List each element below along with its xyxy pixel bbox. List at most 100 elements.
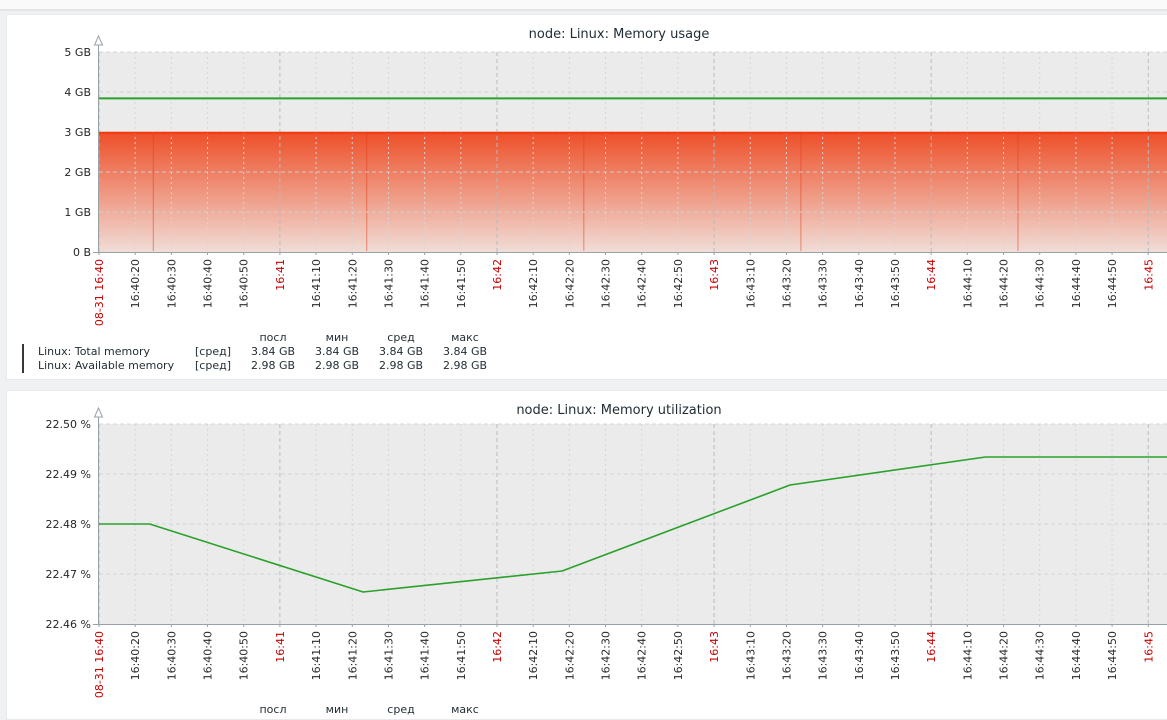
legend-series-label: Linux: Available memory	[38, 359, 175, 372]
legend-stat-value: 2.98 GB	[378, 359, 424, 372]
x-axis-label: 16:43	[708, 631, 721, 663]
x-axis-label: 16:44	[925, 631, 938, 663]
x-axis-label: 16:43:40	[853, 631, 866, 680]
x-axis-label: 16:42:40	[636, 259, 649, 308]
x-axis-label: 16:43:20	[780, 259, 793, 308]
legend-stat-value: 2.98 GB	[314, 359, 360, 372]
x-axis-label: 16:40:20	[129, 259, 142, 308]
x-axis-label: 16:40:20	[129, 631, 142, 680]
y-axis-label: 22.49 %	[46, 468, 91, 481]
x-axis-label: 16:41:40	[419, 631, 432, 680]
x-axis-label: 16:41	[274, 259, 287, 291]
x-axis-label: 16:41:40	[419, 259, 432, 308]
x-axis-label: 16:41:30	[382, 259, 395, 308]
y-axis-arrow-icon	[93, 406, 104, 418]
y-axis-label: 0 B	[73, 246, 91, 259]
memory-usage-graph-panel: 5 GB 4 GB 3 GB 2 GB 1 GB 0 B 08-31 16:40 16:40:…	[6, 14, 1167, 380]
y-axis-label: 22.50 %	[46, 418, 91, 431]
x-axis-label: 16:41:10	[310, 259, 323, 308]
y-axis-label: 5 GB	[64, 46, 91, 59]
legend-header: макс	[451, 331, 479, 344]
x-axis-label: 16:43:10	[744, 259, 757, 308]
x-axis-label: 16:42:40	[636, 631, 649, 680]
x-axis-label: 16:44:10	[961, 259, 974, 308]
x-axis-label: 16:44:30	[1034, 631, 1047, 680]
legend-stat-value: 3.84 GB	[314, 345, 360, 358]
x-axis-label: 16:41:10	[310, 631, 323, 680]
legend-header: посл	[259, 331, 287, 344]
legend-header: посл	[259, 703, 287, 716]
memory-usage-legend: посл мин сред макс Linux: Total memory [сред]…	[22, 331, 497, 373]
y-axis-label: 22.48 %	[46, 518, 91, 531]
x-axis-label: 16:41:30	[382, 631, 395, 680]
x-axis-label: 16:44:50	[1106, 631, 1119, 680]
legend-header-row: посл мин сред макс	[22, 703, 497, 717]
memory-usage-graph-canvas[interactable]: 5 GB 4 GB 3 GB 2 GB 1 GB 0 B08-31 16:40 16:40:…	[7, 15, 1167, 327]
legend-row: Linux: Available memory [сред] 2.98 GB 2.98…	[22, 358, 497, 373]
legend-color-swatch	[22, 358, 24, 373]
x-axis-label: 16:43:40	[853, 259, 866, 308]
legend-row: Linux: Total memory [сред] 3.84 GB 3.84 GB 3…	[22, 344, 497, 359]
legend-header-row: посл мин сред макс	[22, 331, 497, 345]
x-axis-label: 16:44:20	[998, 259, 1011, 308]
x-axis-label: 16:43:50	[889, 631, 902, 680]
x-axis-label: 16:42:20	[563, 259, 576, 308]
memory-utilization-line	[99, 456, 1167, 593]
x-axis-label: 08-31 16:40	[93, 259, 106, 326]
legend-stat-value: 3.84 GB	[442, 345, 488, 358]
y-axis-label: 1 GB	[64, 206, 91, 219]
x-axis-label: 16:41:50	[455, 631, 468, 680]
legend-header: мин	[325, 703, 349, 716]
x-axis-label: 08-31 16:40	[93, 631, 106, 698]
y-axis-arrow-icon	[93, 34, 104, 46]
legend-header: сред	[387, 331, 415, 344]
x-axis-label: 16:43:50	[889, 259, 902, 308]
legend-function: [сред]	[195, 359, 231, 372]
y-axis-label: 4 GB	[64, 86, 91, 99]
x-axis-label: 16:41	[274, 631, 287, 663]
x-axis-label: 16:40:30	[165, 631, 178, 680]
y-axis-label: 22.46 %	[46, 618, 91, 631]
memory-usage-graph-title: node: Linux: Memory usage	[528, 27, 710, 42]
x-axis-label: 16:42	[491, 259, 504, 291]
x-axis-label: 16:40:50	[238, 631, 251, 680]
x-axis-label: 16:43:20	[780, 631, 793, 680]
x-axis-label: 16:42:10	[527, 631, 540, 680]
x-axis-label: 16:43:30	[817, 631, 830, 680]
memory-utilization-graph-canvas[interactable]: 22.50 % 22.49 % 22.48 % 22.47 % 22.46 %08-31…	[7, 391, 1167, 712]
x-axis-label: 16:40:40	[202, 631, 215, 680]
x-axis-label: 16:43	[708, 259, 721, 291]
memory-utilization-graph-title: node: Linux: Memory utilization	[516, 403, 722, 418]
x-axis-label: 16:44:40	[1070, 259, 1083, 308]
x-axis-label: 16:44:30	[1034, 259, 1047, 308]
x-axis-label: 16:40:40	[202, 259, 215, 308]
x-axis-label: 16:45	[1142, 631, 1155, 663]
legend-stat-value: 2.98 GB	[250, 359, 296, 372]
legend-stat-value: 3.84 GB	[378, 345, 424, 358]
x-axis-label: 16:42:50	[672, 631, 685, 680]
x-axis-label: 16:44	[925, 259, 938, 291]
legend-stat-value: 2.98 GB	[442, 359, 488, 372]
x-axis-label: 16:41:20	[346, 631, 359, 680]
x-axis-label: 16:44:10	[961, 631, 974, 680]
x-axis-label: 16:45	[1142, 259, 1155, 291]
legend-color-swatch	[22, 344, 24, 359]
memory-utilization-graph-panel: 22.50 % 22.49 % 22.48 % 22.47 % 22.46 % 08-31…	[6, 390, 1167, 720]
legend-header: мин	[325, 331, 349, 344]
legend-header: сред	[387, 703, 415, 716]
x-axis-label: 16:44:20	[998, 631, 1011, 680]
x-axis-label: 16:40:50	[238, 259, 251, 308]
x-axis-label: 16:41:20	[346, 259, 359, 308]
legend-header: макс	[451, 703, 479, 716]
available-memory-area	[99, 132, 1167, 252]
legend-stat-value: 3.84 GB	[250, 345, 296, 358]
x-axis-label: 16:43:30	[817, 259, 830, 308]
x-axis-label: 16:42:20	[563, 631, 576, 680]
page-top-strip	[0, 0, 1167, 11]
memory-utilization-legend: посл мин сред макс	[22, 703, 497, 717]
x-axis-label: 16:42:10	[527, 259, 540, 308]
y-axis-label: 2 GB	[64, 166, 91, 179]
x-axis-label: 16:42:50	[672, 259, 685, 308]
x-axis-label: 16:44:40	[1070, 631, 1083, 680]
legend-function: [сред]	[195, 345, 231, 358]
